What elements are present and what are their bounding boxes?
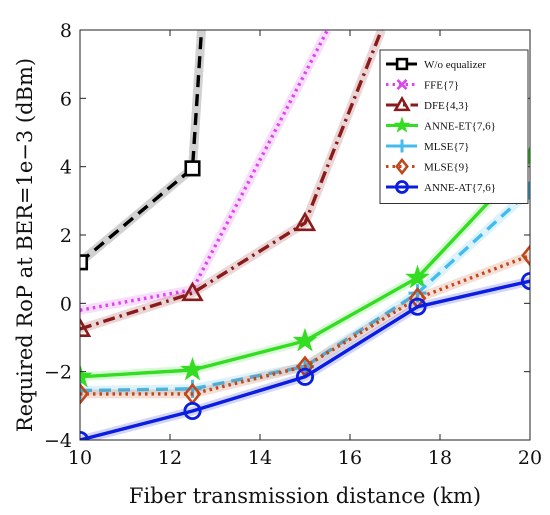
star-marker [80,363,93,388]
series-line [80,30,330,312]
legend-label: W/o equalizer [424,59,486,71]
legend: W/o equalizer FFE{7} DFE{4,3} ANNE-ET{7,6} M… [379,49,529,204]
x-tick-label: 16 [338,447,362,469]
legend-label: ANNE-ET{7,6} [424,121,496,133]
legend-label: DFE{4,3} [424,100,469,112]
circle-marker [395,180,409,194]
legend-label: MLSE{7} [424,141,469,153]
triangle-marker [393,95,411,112]
series-w-o-equalizer [80,30,206,271]
x-tick-label: 18 [428,447,452,469]
x-tick-label: 10 [68,447,92,469]
circle-marker [408,297,427,316]
y-tick-label: 8 [60,20,72,42]
series-line [80,253,530,396]
y-tick-label: 6 [60,88,72,110]
legend-item: ANNE-AT{7,6} [386,180,496,194]
x-marker [396,79,408,90]
x-tick-label: 12 [158,447,182,469]
y-axis-label: Required RoP at BER=1e−3 (dBm) [13,58,37,432]
star-marker [393,116,411,133]
x-tick-label: 20 [518,447,542,469]
legend-label: ANNE-AT{7,6} [424,182,496,194]
y-tick-label: −2 [44,362,72,384]
series-dfe-4-3- [80,30,386,338]
series-halo [80,30,332,315]
diamond-marker [395,157,409,176]
x-tick-label: 14 [248,447,272,469]
y-tick-label: −4 [44,430,72,452]
y-tick-label: 4 [60,157,72,179]
series-halo [80,30,386,334]
y-tick-label: 0 [60,293,72,315]
legend-item: DFE{4,3} [386,95,469,112]
series-halo [80,30,206,266]
square-marker [395,57,409,71]
x-axis-label: Fiber transmission distance (km) [129,484,481,508]
star-marker [292,327,318,352]
legend-item: FFE{7} [386,79,459,92]
series-layer [80,30,530,440]
axes-layer: 10 12 14 16 18 20 −4 −2 0 2 4 6 8 [44,20,542,469]
legend-item: MLSE{7} [386,139,469,153]
triangle-marker [80,317,92,338]
legend-item: MLSE{9} [386,157,469,176]
plus-marker [395,139,409,153]
star-marker [405,264,430,289]
series-ffe-7- [80,30,332,315]
y-tick-label: 2 [60,225,72,247]
series-line [80,279,530,440]
star-marker [180,356,205,381]
square-marker [80,254,89,271]
legend-item: W/o equalizer [386,57,486,71]
triangle-marker [293,211,317,232]
series-line [80,30,384,331]
legend-label: FFE{7} [424,80,459,92]
square-marker [184,160,201,177]
circle-marker [183,401,202,421]
series-line [80,30,204,264]
diamond-marker [521,244,530,267]
legend-label: MLSE{9} [424,162,469,174]
legend-item: ANNE-ET{7,6} [386,116,496,133]
diamond-marker [80,382,89,405]
circle-marker [295,367,315,386]
triangle-marker [181,281,204,302]
